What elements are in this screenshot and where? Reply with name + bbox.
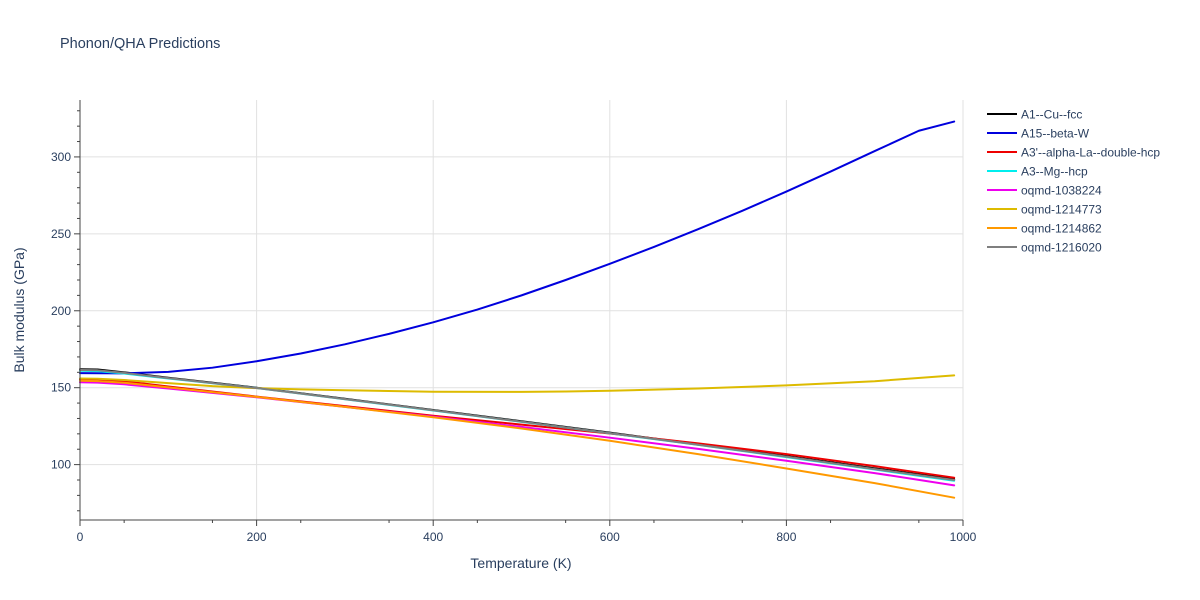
legend-item-1[interactable]: A1--Cu--fcc bbox=[987, 108, 1082, 122]
x-tick-label: 600 bbox=[600, 530, 620, 544]
legend-label: A3--Mg--hcp bbox=[1021, 165, 1088, 179]
x-axis-title: Temperature (K) bbox=[470, 555, 571, 571]
x-tick-label: 400 bbox=[423, 530, 443, 544]
x-tick-label: 0 bbox=[77, 530, 84, 544]
grid-lines bbox=[80, 100, 964, 520]
y-axis-title: Bulk modulus (GPa) bbox=[11, 247, 27, 372]
legend-label: A3'--alpha-La--double-hcp bbox=[1021, 146, 1160, 160]
legend-label: A15--beta-W bbox=[1021, 127, 1090, 141]
x-tick-label: 1000 bbox=[950, 530, 977, 544]
series-lines bbox=[79, 120, 956, 499]
chart-title: Phonon/QHA Predictions bbox=[60, 36, 221, 52]
series-line-7 bbox=[79, 379, 956, 499]
legend-item-8[interactable]: oqmd-1216020 bbox=[987, 241, 1102, 255]
legend-item-2[interactable]: A15--beta-W bbox=[987, 127, 1090, 141]
legend-label: oqmd-1038224 bbox=[1021, 184, 1102, 198]
y-tick-label: 150 bbox=[51, 381, 71, 395]
legend-label: oqmd-1216020 bbox=[1021, 241, 1102, 255]
x-tick-label: 800 bbox=[776, 530, 796, 544]
legend-item-4[interactable]: A3--Mg--hcp bbox=[987, 165, 1088, 179]
series-line-6 bbox=[79, 374, 956, 393]
legend-item-5[interactable]: oqmd-1038224 bbox=[987, 184, 1102, 198]
y-tick-label: 300 bbox=[51, 150, 71, 164]
series-line-2 bbox=[79, 120, 956, 375]
legend-item-6[interactable]: oqmd-1214773 bbox=[987, 203, 1102, 217]
y-tick-label: 100 bbox=[51, 458, 71, 472]
x-tick-label: 200 bbox=[247, 530, 267, 544]
legend: A1--Cu--fcc A15--beta-W A3'--alpha-La--dou… bbox=[987, 108, 1160, 255]
series-line-8 bbox=[79, 369, 956, 481]
legend-label: oqmd-1214862 bbox=[1021, 222, 1102, 236]
y-tick-label: 250 bbox=[51, 227, 71, 241]
legend-label: oqmd-1214773 bbox=[1021, 203, 1102, 217]
legend-item-3[interactable]: A3'--alpha-La--double-hcp bbox=[987, 146, 1160, 160]
legend-item-7[interactable]: oqmd-1214862 bbox=[987, 222, 1102, 236]
y-tick-label: 200 bbox=[51, 304, 71, 318]
legend-label: A1--Cu--fcc bbox=[1021, 108, 1082, 122]
axes: 0 200 400 600 800 1000 100 150 200 250 300 bbox=[51, 100, 977, 544]
series-line-5 bbox=[79, 381, 956, 487]
